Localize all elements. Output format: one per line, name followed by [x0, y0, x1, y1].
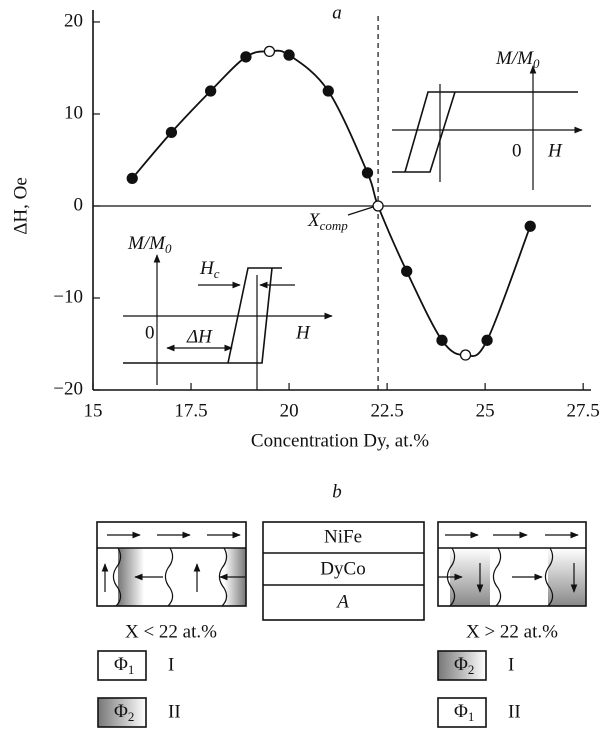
legend-symbol: Φ2: [114, 701, 134, 724]
annotation-leader: [347, 206, 374, 216]
layer-box: [262, 521, 425, 621]
inset-x-label: H: [295, 322, 311, 343]
legend-label: I: [168, 654, 174, 675]
coercive-sub: c: [214, 266, 220, 281]
caption: X > 22 at.%: [466, 621, 558, 642]
x-tick-label: 17.5: [174, 400, 207, 421]
legend-label: I: [508, 654, 514, 675]
panel-label: a: [332, 2, 342, 23]
inset-origin: 0: [145, 322, 155, 343]
x-tick-label: 20: [280, 400, 299, 421]
legend-symbol-sub: 2: [128, 709, 135, 724]
legend-box: [97, 650, 147, 681]
legend-symbol: Φ2: [454, 654, 474, 677]
data-point: [361, 167, 374, 179]
right-structure: [437, 521, 587, 607]
domain-wall: [544, 547, 554, 607]
data-point: [372, 200, 384, 212]
y-tick-label: 10: [64, 102, 83, 123]
data-point: [126, 172, 138, 185]
data-point: [481, 334, 493, 346]
x-axis-label: Concentration Dy, at.%: [251, 430, 429, 451]
hysteresis-loop: [392, 91, 578, 173]
x-tick-label: 22.5: [370, 400, 403, 421]
film-box: [96, 521, 247, 607]
annotation: Xcomp: [307, 210, 348, 233]
legend-symbol: Φ1: [454, 701, 474, 724]
legend-symbol: Φ1: [114, 654, 134, 677]
y-tick-label: 20: [64, 10, 83, 31]
data-point: [459, 349, 472, 361]
domain-shade: [548, 548, 586, 606]
legend-symbol-text: Φ: [454, 701, 468, 722]
inset-y-label: M/M0: [127, 233, 172, 256]
legend-box: [437, 650, 487, 681]
domain-wall: [446, 547, 456, 607]
data-point: [240, 51, 252, 63]
legend-box: [437, 697, 487, 728]
annotation-sub: comp: [320, 218, 349, 233]
inset-y-label: M/M0: [495, 48, 540, 71]
hysteresis-loop: [123, 267, 282, 364]
panel-label: b: [332, 481, 342, 502]
inset-x-label: H: [547, 140, 563, 161]
inset-y-label-text: M/M: [127, 233, 166, 254]
y-tick-label: −20: [53, 378, 83, 399]
curve: [131, 49, 532, 357]
data-point: [436, 334, 448, 346]
y-tick-label: 0: [74, 194, 84, 215]
legend-box: [97, 697, 147, 728]
data-point: [204, 85, 217, 97]
inset-y-label-sub: 0: [165, 241, 172, 256]
data-point: [165, 126, 178, 139]
data-point: [322, 85, 334, 97]
x-tick-label: 25: [476, 400, 495, 421]
inset-loop: M/M0 0 H Hc ΔH: [123, 233, 333, 390]
layer-key: NiFe DyCo A: [262, 521, 425, 621]
x-tick-label: 27.5: [567, 400, 600, 421]
annotation-text: X: [307, 210, 321, 231]
inset-y-label-text: M/M: [495, 48, 534, 69]
layer-label: A: [335, 591, 349, 612]
legend-symbol-sub: 2: [468, 662, 475, 677]
inset-loop: M/M0 0 H: [392, 48, 583, 190]
left-structure: [96, 521, 247, 607]
legend-label: II: [508, 701, 521, 722]
caption: X < 22 at.%: [125, 621, 217, 642]
legend-symbol-text: Φ: [114, 654, 128, 675]
layer-label: NiFe: [324, 526, 362, 547]
data-point: [263, 45, 276, 58]
y-tick-label: −10: [53, 286, 83, 307]
layer-label: DyCo: [320, 558, 365, 579]
coercive-text: H: [199, 258, 215, 279]
domain-wall: [112, 547, 122, 607]
data-point: [524, 220, 536, 232]
x-tick-label: 15: [84, 400, 103, 421]
y-axis-label: ΔH, Oe: [10, 177, 31, 235]
inset-y-label-sub: 0: [533, 56, 540, 71]
data-point: [401, 265, 413, 277]
legend-symbol-sub: 1: [128, 662, 135, 677]
legend-symbol-text: Φ: [114, 701, 128, 722]
shift-label: ΔH: [186, 326, 213, 347]
legend-symbol-sub: 1: [468, 709, 475, 724]
domain-wall: [492, 547, 502, 607]
legend-symbol-text: Φ: [454, 654, 468, 675]
coercive-label: Hc: [199, 258, 220, 281]
data-point: [283, 49, 295, 61]
film-box: [437, 521, 587, 607]
legend-label: II: [168, 701, 181, 722]
inset-origin: 0: [512, 140, 522, 161]
domain-wall: [164, 547, 174, 607]
